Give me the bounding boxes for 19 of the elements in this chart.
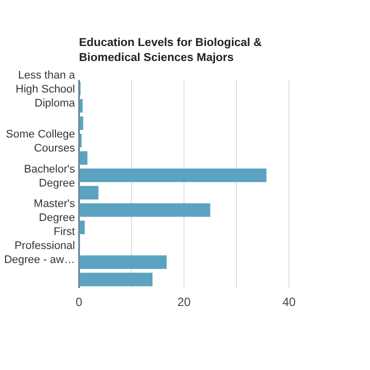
bar: [79, 272, 152, 286]
bar: [79, 255, 167, 269]
y-tick-label: Less than a High School Diploma: [16, 70, 76, 110]
bar: [79, 116, 84, 130]
y-tick-label: First Professional Degree - aw…: [4, 226, 75, 266]
x-tick-label: 20: [177, 295, 191, 309]
y-tick-label: Master's Degree: [34, 198, 76, 224]
x-tick-label: 40: [282, 295, 296, 309]
bar: [79, 168, 266, 182]
bar: [79, 134, 82, 148]
chart-title: Education Levels for Biological & Biomedical Sciences Majors: [79, 37, 262, 64]
x-tick-label: 0: [76, 295, 83, 309]
bar: [79, 220, 85, 234]
bar: [79, 99, 83, 113]
bar: [79, 151, 88, 165]
bar: [79, 203, 210, 217]
y-tick-label: Some College Courses: [6, 128, 76, 155]
y-tick-label: Bachelor's Degree: [24, 163, 76, 190]
bar: [79, 186, 98, 200]
